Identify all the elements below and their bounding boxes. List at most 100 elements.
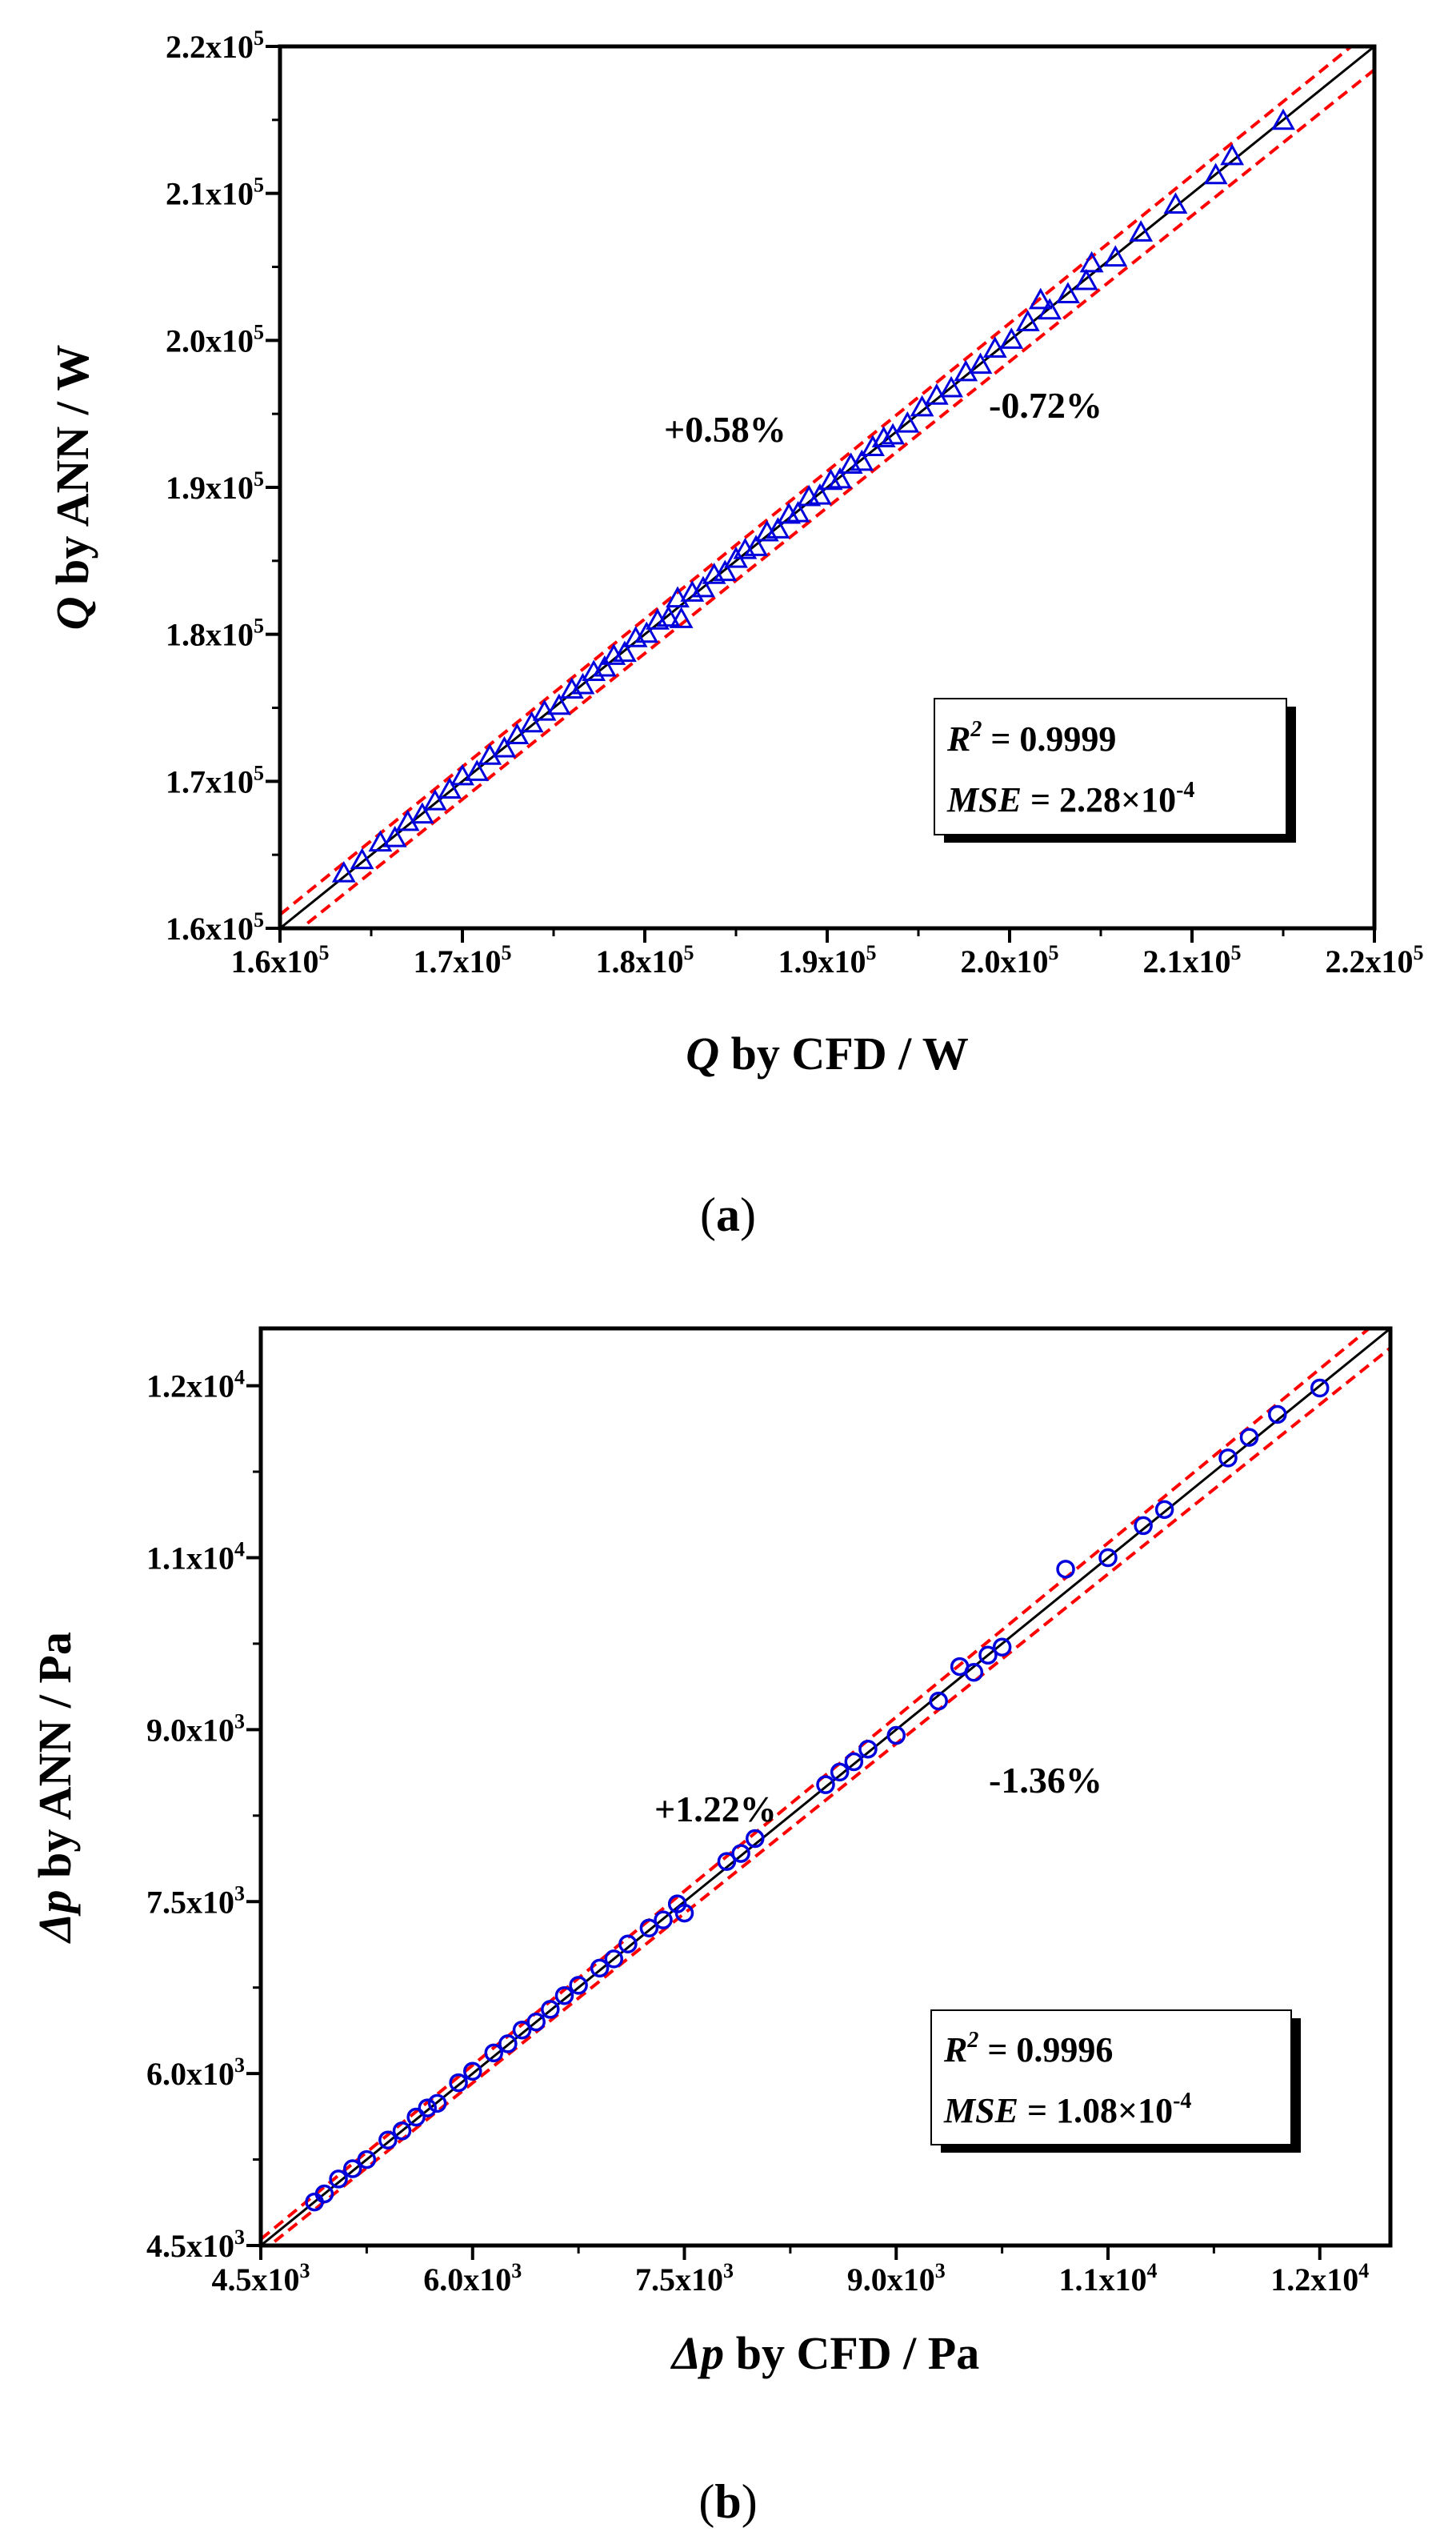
data-point-a-12 <box>505 723 530 744</box>
data-point-a-47 <box>881 423 905 445</box>
data-point-a-38 <box>786 500 810 523</box>
data-point-a-5 <box>410 802 434 824</box>
data-point-b-2 <box>329 2169 348 2189</box>
panel-label-b: (b) <box>698 2475 757 2528</box>
y-tick-label-a: 1.9x105 <box>166 467 264 506</box>
data-point-b-34 <box>929 1691 948 1711</box>
data-point-a-37 <box>777 502 802 524</box>
x-tick-label-a: 2.0x105 <box>961 941 1059 980</box>
data-point-a-25 <box>656 605 681 627</box>
data-point-b-9 <box>427 2093 447 2113</box>
lower-error-band-b <box>266 1346 1390 2246</box>
x-axis-label-a: Q by CFD / W <box>686 1028 968 1080</box>
y-tick-labels-b: 4.5x103 6.0x103 7.5x103 9.0x103 1.1x104 1.2x1… <box>146 1366 245 2264</box>
y-tick-label-b: 1.1x104 <box>146 1538 245 1576</box>
data-point-b-36 <box>964 1663 984 1682</box>
data-point-a-63 <box>1129 220 1154 242</box>
data-point-a-3 <box>382 825 407 847</box>
data-point-a-9 <box>465 759 490 781</box>
data-point-a-64 <box>1163 192 1188 214</box>
x-tick-label-a: 1.8x105 <box>596 941 694 980</box>
data-point-b-21 <box>618 1934 638 1954</box>
data-point-b-40 <box>1098 1548 1118 1568</box>
data-point-b-30 <box>830 1762 850 1782</box>
data-point-a-54 <box>982 336 1007 358</box>
data-point-b-42 <box>1154 1500 1174 1520</box>
mse-a: MSE = 2.28×10-4 <box>946 778 1194 819</box>
data-point-a-60 <box>1074 268 1098 290</box>
x-tick-label-b: 1.1x104 <box>1059 2259 1158 2298</box>
plot-frame-b <box>258 1326 1393 2248</box>
y-tick-label-b: 9.0x103 <box>146 1709 245 1748</box>
x-tick-label-a: 1.7x105 <box>414 941 512 980</box>
panel-label-a: (a) <box>700 1188 756 1241</box>
data-point-a-46 <box>871 426 896 447</box>
data-point-a-27 <box>669 607 694 628</box>
data-point-a-1 <box>350 847 374 870</box>
data-point-b-22 <box>639 1918 659 1937</box>
data-point-a-8 <box>450 763 474 786</box>
chart-a: 1.6x105 1.7x105 1.8x105 1.9x105 2.0x105 2.1x1… <box>46 26 1424 1241</box>
x-tick-label-a: 2.2x105 <box>1326 941 1424 980</box>
data-point-a-7 <box>438 777 462 799</box>
data-point-b-25 <box>674 1903 694 1923</box>
lower-error-band-a <box>298 68 1374 928</box>
data-point-a-14 <box>532 699 557 721</box>
x-tick-label-b: 6.0x103 <box>423 2259 522 2298</box>
x-tick-labels-a: 1.6x105 1.7x105 1.8x105 1.9x105 2.0x105 2.1x1… <box>231 941 1424 980</box>
data-point-b-46 <box>1310 1378 1330 1398</box>
data-point-a-48 <box>895 411 920 433</box>
fit-line-b <box>261 1328 1390 2246</box>
data-point-a-61 <box>1079 250 1104 273</box>
y-tick-label-a: 2.1x105 <box>166 174 264 212</box>
data-point-a-56 <box>1015 310 1040 331</box>
stats-box-a: R2 = 0.9999 MSE = 2.28×10-4 <box>934 698 1296 843</box>
data-point-a-55 <box>999 327 1024 349</box>
y-tick-labels-a: 1.6x105 1.7x105 1.8x105 1.9x105 2.0x105 2.1x1… <box>166 26 264 947</box>
data-point-b-19 <box>590 1958 610 1978</box>
x-tick-label-b: 9.0x103 <box>847 2259 946 2298</box>
data-point-b-38 <box>992 1637 1012 1657</box>
stats-box-b: R2 = 0.9996 MSE = 1.08×10-4 <box>930 2009 1301 2153</box>
data-point-a-29 <box>691 575 715 598</box>
data-point-a-18 <box>582 659 606 682</box>
x-tick-label-a: 1.6x105 <box>231 941 330 980</box>
data-point-a-17 <box>570 672 595 695</box>
data-point-b-14 <box>512 2020 532 2040</box>
data-point-a-6 <box>422 788 447 811</box>
data-point-b-39 <box>1056 1560 1075 1579</box>
data-point-a-44 <box>850 449 874 471</box>
data-point-a-59 <box>1056 282 1080 303</box>
data-point-a-23 <box>634 621 659 643</box>
data-point-a-66 <box>1220 143 1245 166</box>
data-point-a-51 <box>939 375 963 398</box>
data-point-b-27 <box>731 1844 750 1863</box>
mse-b: MSE = 1.08×10-4 <box>943 2089 1191 2130</box>
data-point-b-7 <box>406 2107 426 2127</box>
x-tick-label-b: 1.2x104 <box>1270 2259 1369 2298</box>
chart-b: 4.5x103 6.0x103 7.5x103 9.0x103 1.1x104 1.2x1… <box>29 1326 1393 2528</box>
y-tick-label-b: 7.5x103 <box>146 1881 245 1920</box>
y-tick-label-a: 1.6x105 <box>166 908 264 947</box>
y-axis-label-b: Δp by ANN / Pa <box>29 1632 81 1944</box>
data-point-a-67 <box>1271 108 1295 130</box>
data-point-b-6 <box>392 2121 412 2141</box>
axis-ticks-a <box>266 45 1376 943</box>
data-point-a-19 <box>592 655 617 677</box>
y-tick-label-a: 2.0x105 <box>166 320 264 359</box>
data-point-a-34 <box>744 535 768 556</box>
data-point-b-23 <box>654 1910 673 1929</box>
data-point-a-65 <box>1203 162 1228 185</box>
data-point-b-12 <box>484 2043 503 2063</box>
data-point-b-8 <box>418 2098 438 2117</box>
data-point-a-36 <box>766 517 790 539</box>
data-point-b-5 <box>378 2130 398 2149</box>
data-point-b-32 <box>858 1739 878 1759</box>
data-point-b-43 <box>1218 1448 1238 1468</box>
data-point-b-26 <box>717 1852 737 1871</box>
data-point-a-21 <box>613 640 637 663</box>
data-point-b-28 <box>746 1829 765 1849</box>
data-point-a-0 <box>331 860 356 883</box>
data-point-a-2 <box>368 830 393 852</box>
